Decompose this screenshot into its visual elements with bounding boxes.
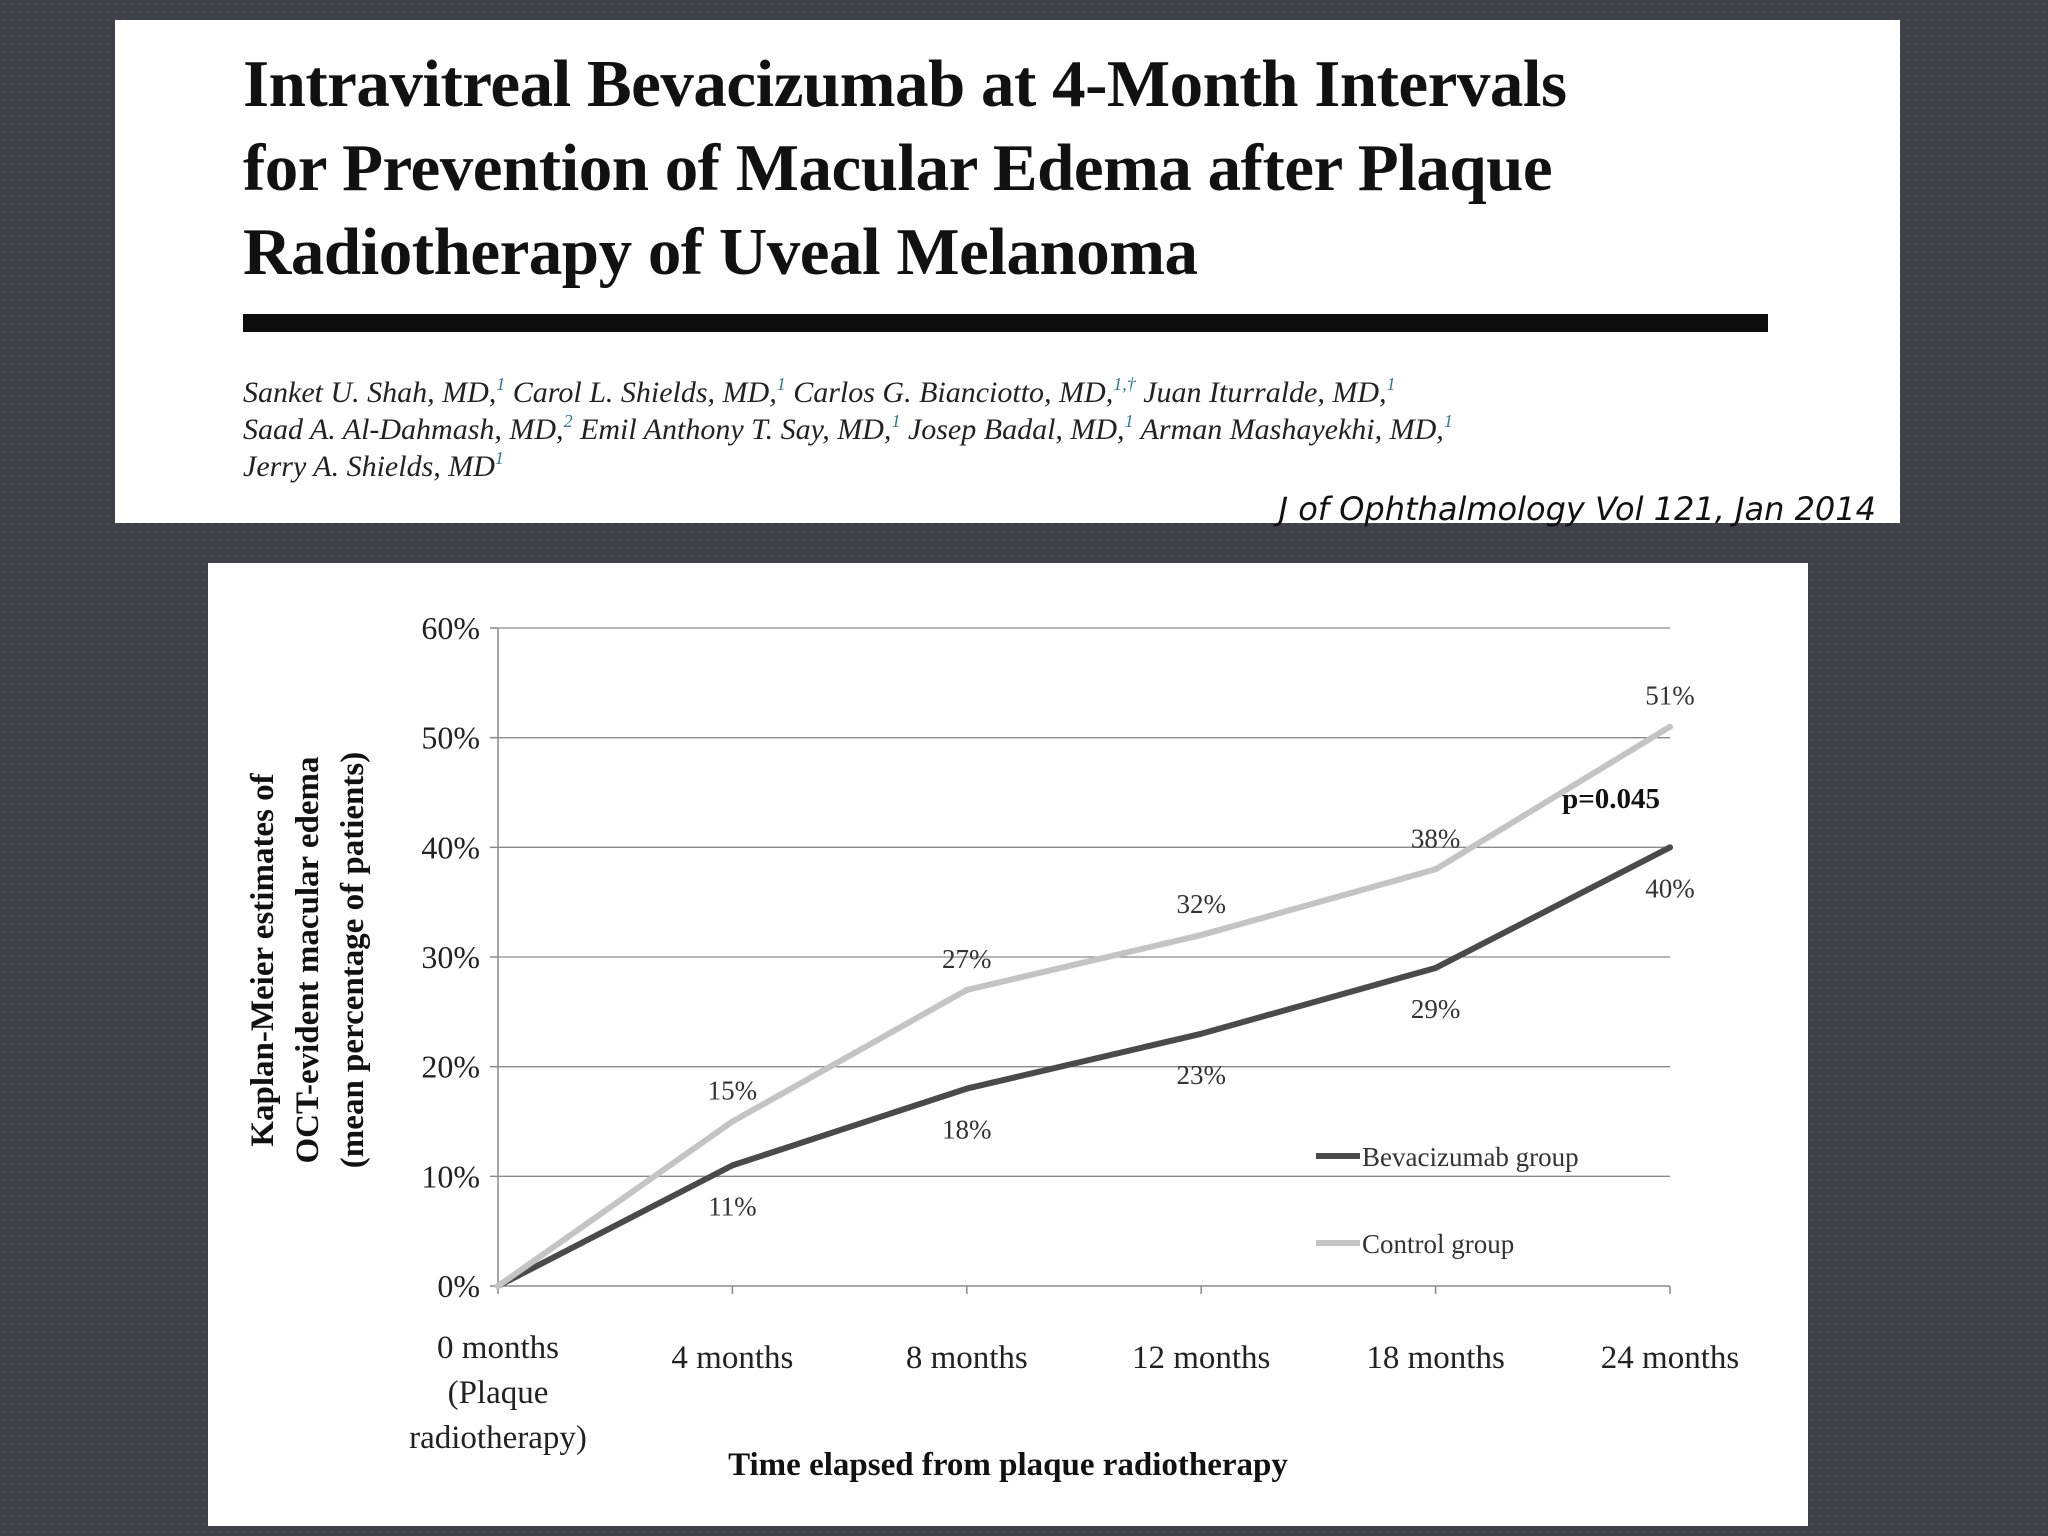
author-list: Sanket U. Shah, MD,1 Carol L. Shields, M… bbox=[243, 374, 1843, 485]
data-label: 38% bbox=[1411, 823, 1461, 853]
y-tick-label: 0% bbox=[437, 1268, 480, 1304]
x-tick-label: (Plaque bbox=[448, 1375, 549, 1411]
legend-label: Bevacizumab group bbox=[1362, 1142, 1579, 1172]
author: Juan Iturralde, MD,1 bbox=[1143, 374, 1396, 409]
x-tick-label: 12 months bbox=[1132, 1340, 1270, 1376]
author: Emil Anthony T. Say, MD,1 bbox=[580, 411, 901, 446]
x-tick-label: 8 months bbox=[906, 1340, 1028, 1376]
data-label: 40% bbox=[1645, 873, 1695, 903]
y-tick-label: 20% bbox=[421, 1049, 480, 1085]
data-label: 51% bbox=[1645, 681, 1695, 711]
data-point bbox=[963, 986, 970, 993]
data-point bbox=[1667, 723, 1673, 730]
data-label: 29% bbox=[1411, 994, 1461, 1024]
author: Josep Badal, MD,1 bbox=[907, 411, 1134, 446]
data-label: 18% bbox=[942, 1115, 992, 1145]
title-line: Radiotherapy of Uveal Melanoma bbox=[243, 215, 1198, 289]
x-tick-label: 4 months bbox=[671, 1340, 793, 1376]
data-point bbox=[1198, 1030, 1205, 1037]
y-tick-label: 60% bbox=[421, 610, 480, 646]
data-label: 15% bbox=[708, 1076, 758, 1106]
y-tick-label: 30% bbox=[421, 939, 480, 975]
data-point bbox=[1198, 932, 1205, 939]
title-line: for Prevention of Macular Edema after Pl… bbox=[243, 131, 1553, 205]
data-point bbox=[729, 1162, 736, 1169]
x-tick-label: 24 months bbox=[1601, 1340, 1739, 1376]
author: Carlos G. Bianciotto, MD,1,† bbox=[793, 374, 1136, 409]
x-tick-label: radiotherapy) bbox=[409, 1420, 587, 1456]
series-line bbox=[495, 844, 1673, 1289]
article-title: Intravitreal Bevacizumab at 4-Month Inte… bbox=[243, 42, 1803, 294]
data-point bbox=[495, 1283, 501, 1289]
chart-panel: 0% 10% 20% 30% 40% 50% 60% 0 months (Plaque radio… bbox=[208, 563, 1808, 1526]
km-line-chart: 0% 10% 20% 30% 40% 50% 60% 0 months (Plaque radio… bbox=[245, 610, 1739, 1483]
article-header: Intravitreal Bevacizumab at 4-Month Inte… bbox=[115, 20, 1900, 528]
y-axis-title: (mean percentage of patients) bbox=[335, 752, 371, 1168]
author: Saad A. Al-Dahmash, MD,2 bbox=[243, 411, 573, 446]
data-point bbox=[1432, 866, 1439, 873]
data-point bbox=[1667, 844, 1673, 851]
y-tick-label: 10% bbox=[421, 1158, 480, 1194]
series-line bbox=[495, 723, 1673, 1289]
data-point bbox=[729, 1118, 736, 1125]
y-tick-label: 50% bbox=[421, 720, 480, 756]
author: Arman Mashayekhi, MD,1 bbox=[1140, 411, 1453, 446]
data-label: 23% bbox=[1176, 1060, 1226, 1090]
data-label: 11% bbox=[708, 1191, 757, 1221]
data-point bbox=[963, 1085, 970, 1092]
title-divider bbox=[243, 314, 1768, 332]
data-label: 27% bbox=[942, 944, 992, 974]
x-tick-label: 18 months bbox=[1366, 1340, 1504, 1376]
author: Sanket U. Shah, MD,1 bbox=[243, 374, 506, 409]
legend-label: Control group bbox=[1362, 1229, 1514, 1259]
x-tick-label: 0 months bbox=[437, 1330, 559, 1366]
y-axis-title: OCT-evident macular edema bbox=[290, 757, 326, 1164]
y-axis-title: Kaplan-Meier estimates of bbox=[245, 772, 281, 1146]
x-axis-title: Time elapsed from plaque radiotherapy bbox=[728, 1447, 1288, 1483]
title-line: Intravitreal Bevacizumab at 4-Month Inte… bbox=[243, 47, 1567, 121]
data-point bbox=[1432, 964, 1439, 971]
y-tick-label: 40% bbox=[421, 829, 480, 865]
author: Carol L. Shields, MD,1 bbox=[512, 374, 786, 409]
data-label: 32% bbox=[1176, 889, 1226, 919]
journal-citation: J of Ophthalmology Vol 121, Jan 2014 bbox=[1278, 490, 1876, 528]
p-value-annotation: p=0.045 bbox=[1562, 783, 1660, 815]
author: Jerry A. Shields, MD1 bbox=[243, 448, 504, 483]
